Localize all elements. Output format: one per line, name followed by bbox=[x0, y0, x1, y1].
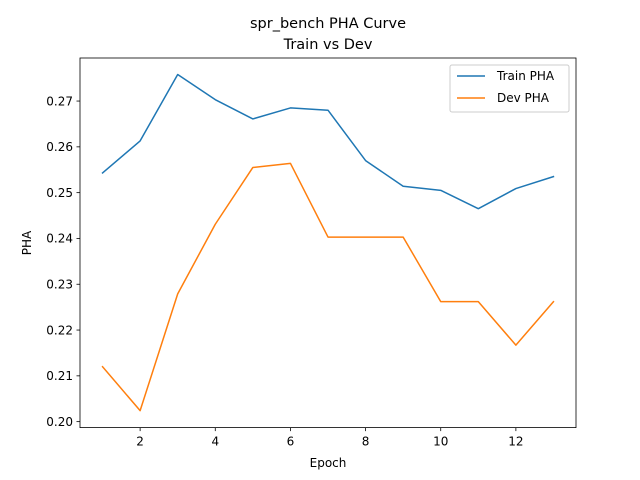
y-tick-label-7: 0.27 bbox=[46, 94, 73, 108]
y-axis-label: PHA bbox=[20, 230, 34, 255]
chart-subtitle: Train vs Dev bbox=[283, 37, 373, 53]
legend-label-dev: Dev PHA bbox=[497, 91, 550, 105]
y-tick-label-6: 0.26 bbox=[46, 140, 73, 154]
y-tick-label-1: 0.21 bbox=[46, 369, 73, 383]
y-axis-ticks: 0.20 0.21 0.22 0.23 0.24 0.25 0.26 0.27 bbox=[46, 94, 80, 429]
x-axis-ticks: 2 4 6 8 10 12 bbox=[136, 427, 524, 449]
plot-frame bbox=[79, 57, 577, 429]
x-axis-label: Epoch bbox=[310, 456, 347, 470]
x-tick-label-3: 8 bbox=[362, 435, 370, 449]
x-tick-label-4: 10 bbox=[433, 435, 448, 449]
y-tick-label-2: 0.22 bbox=[46, 323, 73, 337]
legend-label-train: Train PHA bbox=[496, 69, 555, 83]
y-tick-label-5: 0.25 bbox=[46, 186, 73, 200]
series-layer bbox=[101, 73, 555, 412]
y-tick-label-0: 0.20 bbox=[46, 415, 73, 429]
x-tick-label-5: 12 bbox=[508, 435, 523, 449]
x-tick-label-2: 6 bbox=[287, 435, 295, 449]
plot-area bbox=[80, 58, 576, 428]
chart-title: spr_bench PHA Curve bbox=[250, 16, 406, 32]
y-tick-label-4: 0.24 bbox=[46, 232, 73, 246]
x-tick-label-1: 4 bbox=[211, 435, 219, 449]
x-tick-label-0: 2 bbox=[136, 435, 144, 449]
y-tick-label-3: 0.23 bbox=[46, 278, 73, 292]
legend: Train PHA Dev PHA bbox=[449, 64, 570, 113]
